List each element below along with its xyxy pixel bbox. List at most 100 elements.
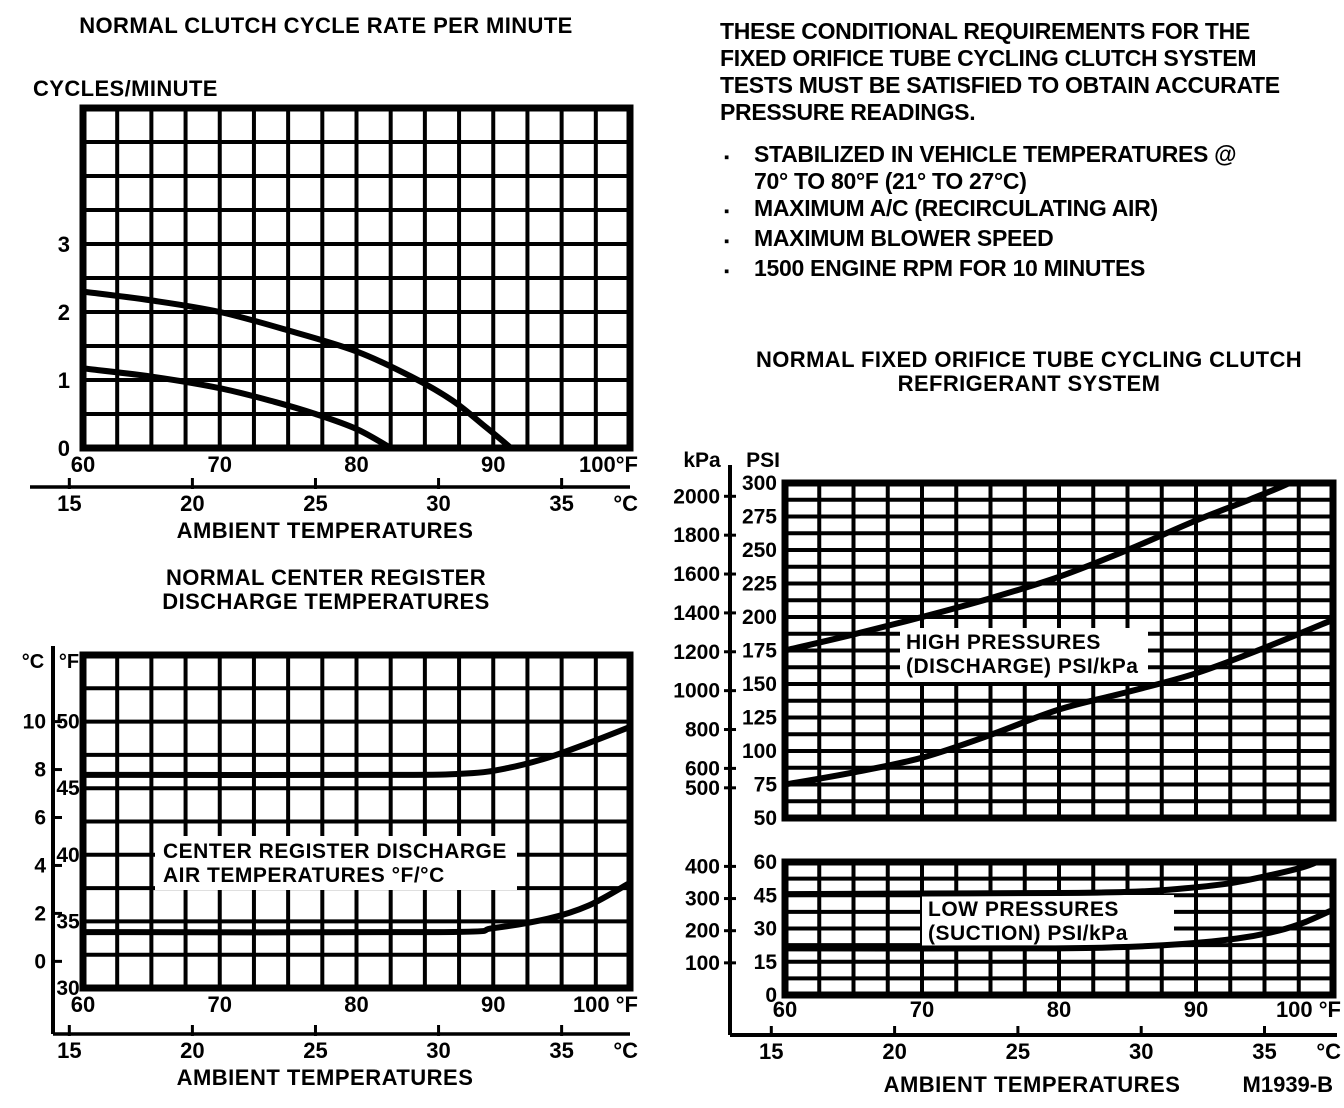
curve-lower-discharge-temp-limit (83, 879, 630, 936)
kpa-tick-label: 800 (685, 719, 720, 742)
y-tick-label-f: 45 (56, 777, 80, 800)
x-axis-label: AMBIENT TEMPERATURES (177, 518, 474, 543)
curve-lower-cycle-rate-limit (83, 365, 394, 448)
y-tick-label-f: 50 (56, 711, 79, 734)
psi-unit-header: PSI (746, 449, 780, 472)
celsius-unit-label: °C (613, 1038, 638, 1063)
x-axis-label: AMBIENT TEMPERATURES (177, 1065, 474, 1090)
kpa-tick-label: 600 (685, 757, 720, 780)
psi-tick-label: 125 (742, 707, 777, 730)
clutch-cycle-chart-title: NORMAL CLUTCH CYCLE RATE PER MINUTE (79, 13, 573, 38)
curve-discharge-upper-limit (785, 483, 1296, 654)
kpa-tick-label: 300 (685, 888, 720, 911)
psi-tick-label: 30 (754, 918, 777, 941)
x-tick-label-f: 90 (1184, 997, 1208, 1022)
title-line: NORMAL FIXED ORIFICE TUBE CYCLING CLUTCH (755, 347, 1303, 372)
y-tick-label-c: 4 (34, 854, 46, 877)
refrigerant-chart-title: NORMAL FIXED ORIFICE TUBE CYCLING CLUTCH… (727, 348, 1331, 396)
refrigerant-system-pressure-chart: kPa PSI3002752502252001751501251007550200… (673, 449, 1341, 1097)
x-tick-label-f: 100 °F (1276, 997, 1341, 1022)
x-tick-label-c: 25 (303, 1038, 327, 1063)
x-tick-label-c: 15 (57, 491, 81, 516)
kpa-tick-label: 1000 (673, 680, 720, 703)
y-tick-label-f: 35 (56, 910, 80, 933)
x-tick-label-c: 30 (426, 491, 450, 516)
annotation-text: CENTER REGISTER DISCHARGE (163, 840, 507, 863)
y-tick-label: 3 (58, 232, 70, 257)
psi-tick-label: 15 (754, 951, 778, 974)
x-tick-label-c: 20 (882, 1039, 906, 1064)
x-tick-label-c: 15 (759, 1039, 783, 1064)
celsius-unit-label: °C (613, 491, 638, 516)
y-tick-label: 0 (58, 436, 70, 461)
bullet-icon (720, 225, 754, 255)
conditional-requirements-intro: THESE CONDITIONAL REQUIREMENTS FOR THE F… (720, 18, 1330, 126)
y-tick-label: 1 (58, 368, 70, 393)
x-tick-label-c: 35 (1252, 1039, 1276, 1064)
x-tick-label-c: 25 (1006, 1039, 1030, 1064)
psi-tick-label: 100 (742, 740, 777, 763)
x-tick-label-c: 15 (57, 1038, 81, 1063)
kpa-tick-label: 1200 (673, 641, 720, 664)
x-tick-label-c: 20 (180, 491, 204, 516)
y-tick-label-f: 30 (56, 977, 79, 1000)
bullet-icon (720, 141, 754, 195)
psi-tick-label: 60 (754, 851, 777, 874)
celsius-unit-label: °C (1316, 1039, 1341, 1064)
x-tick-label-c: 20 (180, 1038, 204, 1063)
annotation-text: (DISCHARGE) PSI/kPa (906, 655, 1138, 678)
conditional-requirements: THESE CONDITIONAL REQUIREMENTS FOR THE F… (720, 18, 1330, 285)
x-tick-label-c: 35 (549, 1038, 573, 1063)
psi-tick-label: 300 (742, 472, 777, 495)
plot-border (781, 858, 1337, 999)
list-item: 1500 ENGINE RPM FOR 10 MINUTES (720, 255, 1330, 285)
psi-tick-label: 0 (765, 984, 777, 1007)
fahrenheit-unit-header: °F (59, 651, 79, 673)
curve-suction-upper-limit (785, 862, 1324, 898)
kpa-tick-label: 2000 (673, 485, 720, 508)
annotation-box (922, 895, 1174, 947)
x-tick-label-f: 70 (208, 992, 232, 1017)
x-tick-label-f: 80 (1047, 997, 1071, 1022)
curve-suction-lower-limit (785, 906, 1333, 952)
conditional-requirements-list: STABILIZED IN VEHICLE TEMPERATURES @ 70°… (720, 141, 1330, 285)
y-tick-label-c: 0 (34, 950, 46, 973)
x-tick-label-c: 30 (1129, 1039, 1153, 1064)
psi-tick-label: 250 (742, 539, 777, 562)
curve-upper-discharge-temp-limit (83, 723, 630, 778)
curve-discharge-lower-limit (785, 616, 1333, 788)
psi-tick-label: 225 (742, 573, 777, 596)
bullet-line: MAXIMUM A/C (RECIRCULATING AIR) (754, 195, 1158, 221)
kpa-tick-label: 1400 (673, 602, 720, 625)
kpa-tick-label: 400 (685, 855, 720, 878)
x-tick-label-f: 70 (910, 997, 934, 1022)
psi-tick-label: 150 (742, 673, 777, 696)
psi-tick-label: 50 (754, 807, 777, 830)
x-tick-label-f: 60 (71, 992, 95, 1017)
intro-line: THESE CONDITIONAL REQUIREMENTS FOR THE (720, 18, 1250, 44)
list-item: STABILIZED IN VEHICLE TEMPERATURES @ 70°… (720, 141, 1330, 195)
kpa-unit-header: kPa (683, 449, 721, 472)
bullet-icon (720, 255, 754, 285)
plot-border (79, 651, 634, 992)
annotation-text: AIR TEMPERATURES °F/°C (163, 864, 445, 887)
annotation-box (900, 628, 1148, 682)
x-tick-label-f: 100°F (579, 452, 638, 477)
x-tick-label-f: 100 °F (573, 992, 638, 1017)
x-tick-label-f: 80 (344, 992, 368, 1017)
psi-tick-label: 45 (754, 884, 778, 907)
x-tick-label-f: 60 (71, 452, 95, 477)
title-line: DISCHARGE TEMPERATURES (162, 589, 490, 614)
intro-line: FIXED ORIFICE TUBE CYCLING CLUTCH SYSTEM (720, 45, 1257, 71)
plot-border (79, 104, 634, 452)
kpa-tick-label: 1600 (673, 563, 720, 586)
x-tick-label-c: 30 (426, 1038, 450, 1063)
x-tick-label-f: 90 (481, 452, 505, 477)
y-tick-label: 2 (58, 300, 70, 325)
psi-tick-label: 75 (754, 774, 778, 797)
annotation-text: HIGH PRESSURES (906, 631, 1101, 654)
x-tick-label-c: 25 (303, 491, 327, 516)
list-item: MAXIMUM BLOWER SPEED (720, 225, 1330, 255)
